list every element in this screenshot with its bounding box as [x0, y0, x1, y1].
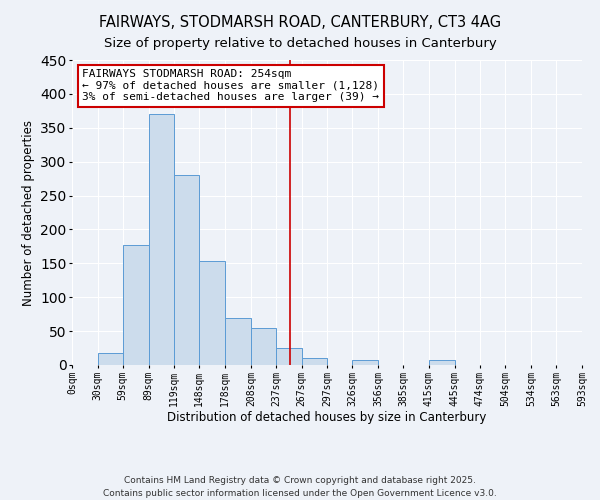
Bar [199, 262, 225, 365]
Bar [352, 360, 378, 365]
Bar [98, 353, 123, 365]
Text: FAIRWAYS STODMARSH ROAD: 254sqm
← 97% of detached houses are smaller (1,128)
3% : FAIRWAYS STODMARSH ROAD: 254sqm ← 97% of… [82, 69, 379, 102]
X-axis label: Distribution of detached houses by size in Canterbury: Distribution of detached houses by size … [167, 412, 487, 424]
Bar [429, 360, 455, 365]
Bar [302, 358, 328, 365]
Y-axis label: Number of detached properties: Number of detached properties [22, 120, 35, 306]
Text: Contains HM Land Registry data © Crown copyright and database right 2025.
Contai: Contains HM Land Registry data © Crown c… [103, 476, 497, 498]
Bar [123, 245, 149, 365]
Text: Size of property relative to detached houses in Canterbury: Size of property relative to detached ho… [104, 38, 496, 51]
Bar [175, 175, 199, 365]
Bar [251, 328, 276, 365]
Bar [225, 318, 251, 365]
Bar [149, 114, 175, 365]
Text: FAIRWAYS, STODMARSH ROAD, CANTERBURY, CT3 4AG: FAIRWAYS, STODMARSH ROAD, CANTERBURY, CT… [99, 15, 501, 30]
Bar [276, 348, 302, 365]
